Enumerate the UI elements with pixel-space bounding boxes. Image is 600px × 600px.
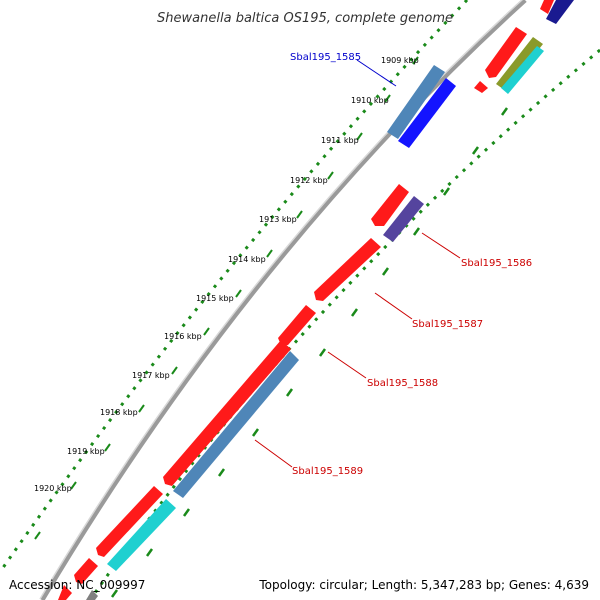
tick-label: 1919 kbp xyxy=(67,447,105,456)
tick-label: 1920 kbp xyxy=(34,484,72,493)
gene-feature-red[interactable] xyxy=(474,81,488,93)
genome-summary-label: Topology: circular; Length: 5,347,283 bp… xyxy=(259,578,589,592)
accession-label: Accession: NC_009997 xyxy=(9,578,146,592)
tick-label: 1916 kbp xyxy=(164,332,202,341)
tick-label: 1909 kbp xyxy=(381,56,419,65)
tick-label: 1917 kbp xyxy=(132,371,170,380)
tick-label: 1918 kbp xyxy=(100,408,138,417)
major-ticks xyxy=(34,56,419,540)
tick-label: 1915 kbp xyxy=(196,294,234,303)
genome-backbone xyxy=(39,0,527,600)
gene-feature-slate[interactable] xyxy=(383,196,424,242)
gene-feature-navy[interactable] xyxy=(546,0,574,24)
gene-label-sbal195-1585[interactable]: Sbal195_1585 xyxy=(290,52,361,63)
gene-feature-red[interactable] xyxy=(163,340,291,486)
genome-backbone-highlight xyxy=(39,0,524,600)
gene-feature-red[interactable] xyxy=(58,585,72,600)
gene-feature-red[interactable] xyxy=(74,558,98,584)
label-connectors xyxy=(254,59,461,468)
gene-feature-cyan[interactable] xyxy=(107,499,176,571)
genome-title: Shewanella baltica OS195, complete genom… xyxy=(157,11,453,26)
gene-label-sbal195-1587[interactable]: Sbal195_1587 xyxy=(412,319,483,330)
gene-feature-gray[interactable] xyxy=(86,590,98,600)
gene-feature-red[interactable] xyxy=(540,0,554,14)
gene-feature-steelblue[interactable] xyxy=(173,351,299,498)
tick-label: 1911 kbp xyxy=(321,136,359,145)
gene-feature-red[interactable] xyxy=(278,305,316,345)
gene-label-sbal195-1589[interactable]: Sbal195_1589 xyxy=(292,466,363,477)
gene-labels: Sbal195_1585 Sbal195_1586 Sbal195_1587 S… xyxy=(290,52,532,477)
tick-label: 1914 kbp xyxy=(228,255,266,264)
gene-feature-blue[interactable] xyxy=(398,78,456,148)
gene-feature-red[interactable] xyxy=(96,486,163,557)
inner-ticks xyxy=(110,107,509,598)
outer-tick-ring xyxy=(0,0,469,573)
gene-label-sbal195-1586[interactable]: Sbal195_1586 xyxy=(461,258,532,269)
gene-feature-red[interactable] xyxy=(485,27,527,78)
gene-label-sbal195-1588[interactable]: Sbal195_1588 xyxy=(367,378,438,389)
inner-tick-ring xyxy=(88,48,600,600)
gene-feature-red[interactable] xyxy=(314,238,381,301)
gene-feature-olive[interactable] xyxy=(496,37,543,91)
tick-label: 1913 kbp xyxy=(259,215,297,224)
gene-feature-steelblue[interactable] xyxy=(387,65,445,139)
gene-feature-cyan[interactable] xyxy=(501,46,544,94)
gene-features xyxy=(58,0,574,600)
tick-labels: 1909 kbp 1910 kbp 1911 kbp 1912 kbp 1913… xyxy=(34,56,419,493)
tick-label: 1910 kbp xyxy=(351,96,389,105)
tick-label: 1912 kbp xyxy=(290,176,328,185)
gene-feature-red[interactable] xyxy=(371,184,409,226)
